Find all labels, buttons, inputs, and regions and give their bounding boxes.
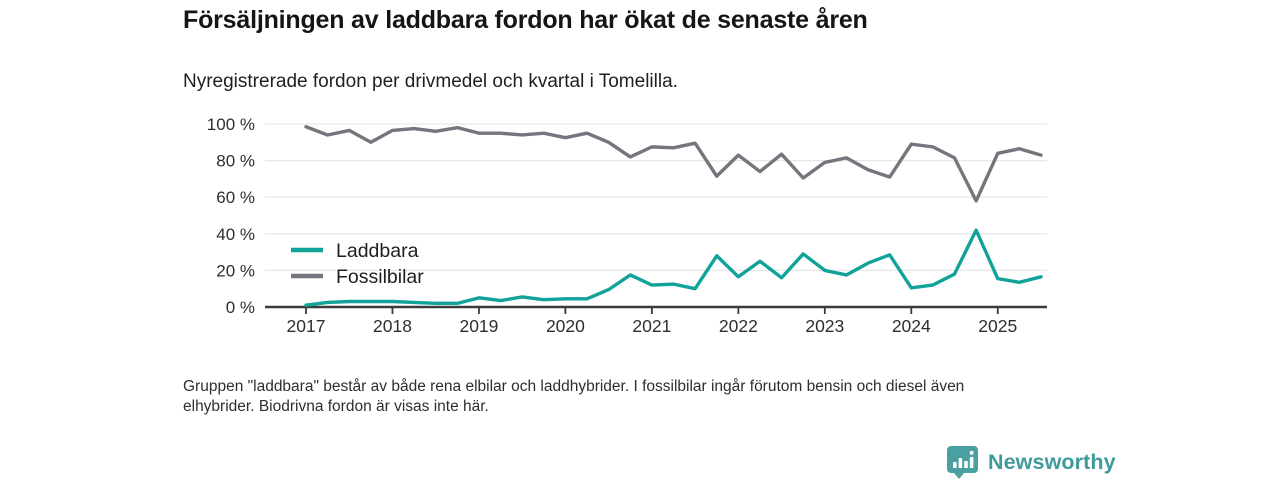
chart-footnote: Gruppen "laddbara" består av både rena e…: [183, 377, 1063, 417]
y-axis-tick-label: 60 %: [216, 188, 255, 207]
newsworthy-logo-text: Newsworthy: [988, 449, 1116, 474]
x-axis-tick-label: 2019: [459, 316, 498, 336]
y-axis-tick-label: 0 %: [226, 298, 255, 317]
fossilbilar-line: [304, 125, 1043, 203]
chart-subtitle: Nyregistrerade fordon per drivmedel och …: [183, 71, 678, 92]
laddbara-line: [304, 228, 1043, 307]
footnote-line: elhybrider. Biodrivna fordon är visas in…: [183, 398, 489, 415]
y-axis-tick-label: 80 %: [216, 152, 255, 171]
y-axis-tick-label: 100 %: [207, 115, 255, 134]
x-axis-tick-label: 2017: [287, 316, 326, 336]
x-axis-tick-label: 2020: [546, 316, 585, 336]
x-axis-tick-label: 2022: [719, 316, 758, 336]
x-axis-tick-label: 2018: [373, 316, 412, 336]
page-title: Försäljningen av laddbara fordon har öka…: [183, 6, 868, 34]
x-axis-tick-label: 2025: [978, 316, 1017, 336]
y-axis-tick-label: 40 %: [216, 225, 255, 244]
newsworthy-logo: Newsworthy: [946, 445, 1116, 479]
x-axis-tick-label: 2021: [632, 316, 671, 336]
x-axis-tick-label: 2024: [892, 316, 931, 336]
footnote-line: Gruppen "laddbara" består av både rena e…: [183, 378, 965, 395]
legend-label: Laddbara: [336, 240, 419, 262]
x-axis-tick-label: 2023: [805, 316, 844, 336]
newsworthy-logo-icon: [947, 446, 978, 479]
legend-label: Fossilbilar: [336, 266, 424, 288]
y-axis-tick-label: 20 %: [216, 261, 255, 280]
